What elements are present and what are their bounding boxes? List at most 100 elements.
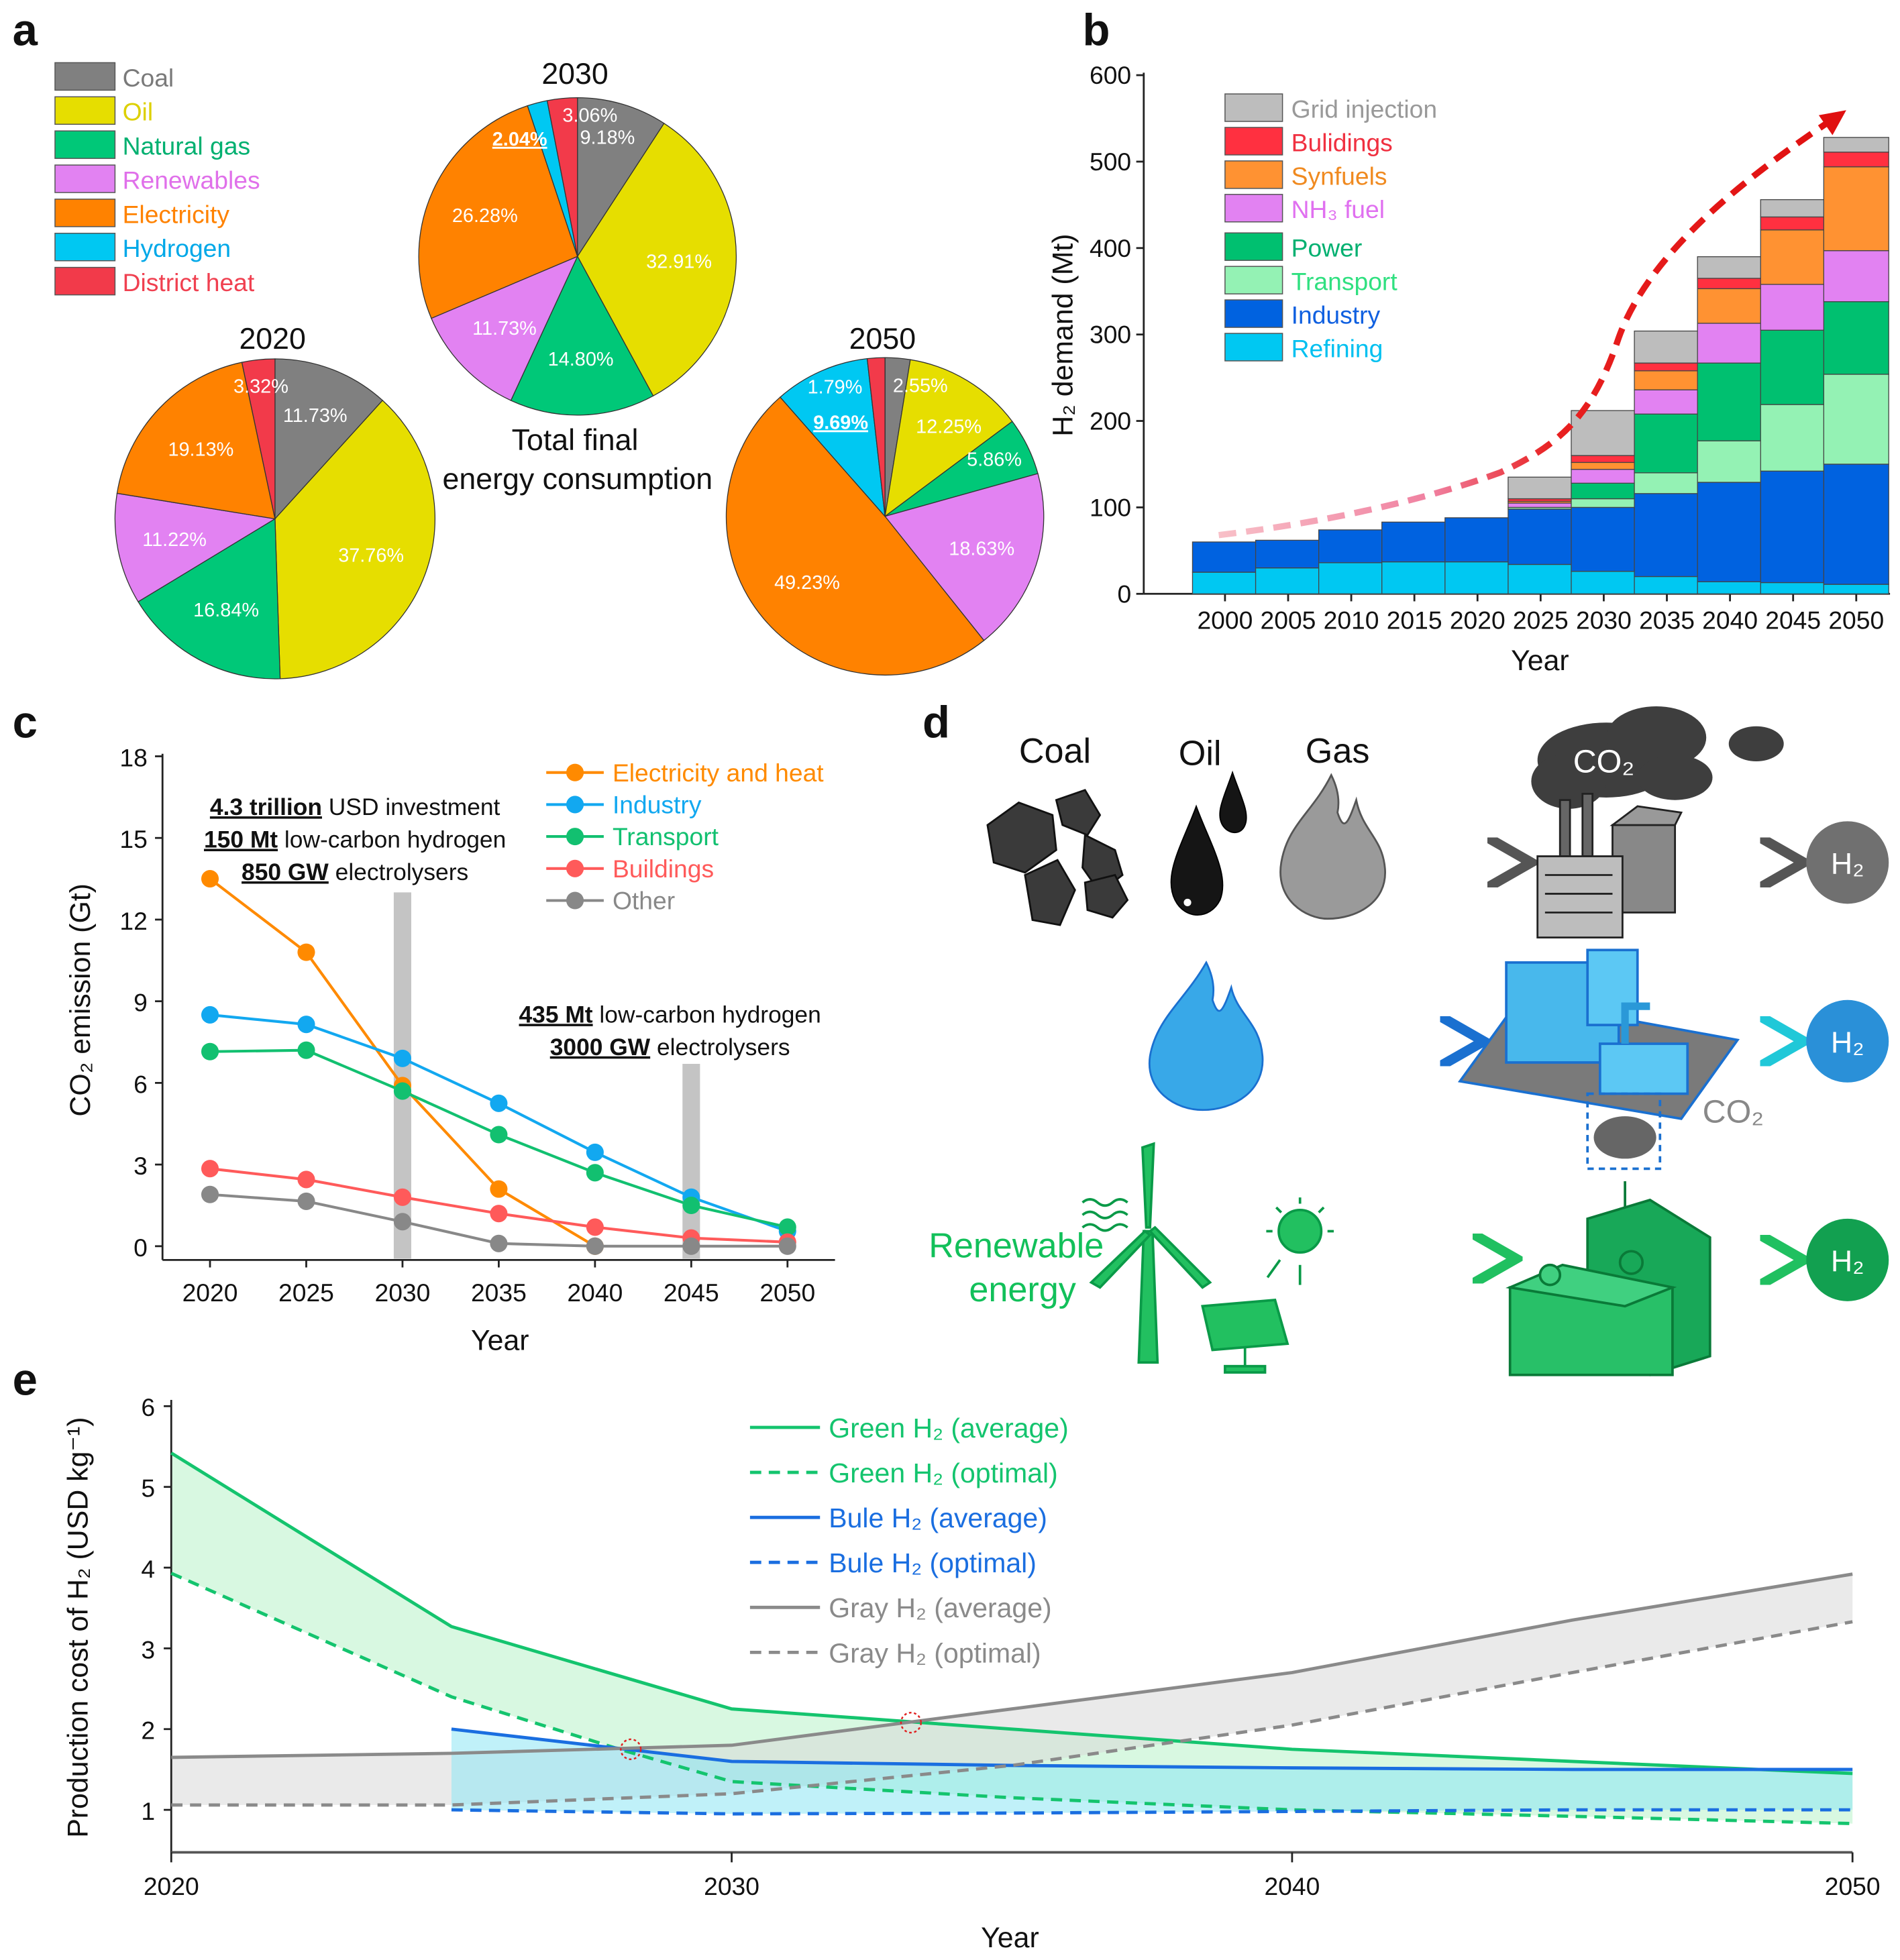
point-transport [201,1042,219,1060]
x-tick-label: 2040 [1702,606,1758,634]
bar-segment-industry-2015 [1381,521,1448,563]
legend-swatch-transport [1224,266,1283,294]
point-transport [682,1196,700,1215]
point-industry [586,1143,604,1161]
legend-label-other: Other [613,887,675,915]
pie-label-coal: 2.55% [893,375,948,396]
point-buildings [297,1170,315,1189]
point-other [201,1185,219,1203]
oil-label: Oil [1179,734,1222,773]
x-tick-label: 2050 [1825,1872,1881,1900]
panel-label-b: b [1082,5,1110,55]
legend-label-bule-h-optimal: Bule H₂ (optimal) [829,1547,1037,1578]
point-other [682,1237,700,1255]
pie-label-natural-gas: 14.80% [548,349,614,370]
pie-label-district-heat: 1.79% [808,377,863,398]
y-tick-label: 12 [119,907,147,935]
renewable-energy-label-line1: Renewable [929,1227,1104,1266]
bar-segment-refining-2045 [1760,582,1826,594]
pie-label-renewables: 11.22% [142,529,207,551]
bar-segment-industry-2035 [1634,493,1700,578]
point-transport [490,1126,508,1144]
annotation-line: 850 GW electrolysers [242,859,468,885]
pie-title: 2020 [239,323,305,356]
bar-segment-grid-injection-2030 [1571,410,1637,456]
pie-slice-oil [274,399,435,679]
annotation-bold: 150 Mt [204,827,278,853]
x-tick-label: 2030 [704,1872,759,1900]
pie-slice-natural-gas [138,518,281,679]
bar-segment-bulidings-2040 [1697,278,1763,290]
legend-marker-other [566,891,584,910]
line-gray-h-average [171,1572,1853,1759]
pie-slice-oil [577,122,737,397]
bar-segment-nh-fuel-2050 [1823,250,1889,303]
x-axis-title: Year [471,1324,529,1356]
legend-label-power: Power [1291,234,1363,262]
legend-swatch-renewables [54,164,116,193]
pie-label-electricity: 49.23% [774,572,840,594]
renewable-energy-label-line2: energy [969,1270,1075,1309]
legend-label-gray-h-optimal: Gray H₂ (optimal) [829,1637,1041,1668]
y-tick-label: 400 [1090,234,1131,262]
y-tick-label: 5 [141,1474,155,1503]
bar-segment-refining-2015 [1381,561,1448,594]
point-industry [297,1016,315,1034]
blue-h2-label: H₂ [1831,1026,1864,1059]
point-transport [393,1082,411,1100]
point-other [297,1192,315,1210]
pie-label-district-heat: 3.06% [562,105,617,126]
intersection-marker [900,1712,922,1734]
legend-label-refining: Refining [1291,334,1383,362]
bar-segment-nh-fuel-2035 [1634,389,1700,415]
bar-segment-grid-injection-2025 [1508,476,1574,500]
gray-h2-circle [1806,821,1889,904]
x-tick-label: 2025 [1513,606,1569,634]
pie-slice-electricity [116,362,276,520]
pie-slice-renewables [884,473,1045,641]
legend-label-industry: Industry [1291,301,1381,329]
oil-drops-icon [1170,770,1247,916]
pie-label-district-heat: 3.32% [233,376,288,397]
pie-label-hydrogen: 2.04% [492,129,547,150]
annotation-line: 4.3 trillion USD investment [210,794,500,820]
point-industry [490,1094,508,1112]
bar-segment-grid-injection-2035 [1634,330,1700,364]
gray-flame-icon [1279,773,1386,920]
y-tick-label: 0 [134,1234,148,1262]
panel-label-a: a [13,5,38,55]
bar-segment-industry-2045 [1760,470,1826,584]
y-tick-label: 15 [119,825,147,853]
legend-label-electricity: Electricity [123,200,230,228]
bar-segment-power-2050 [1823,301,1889,375]
bar-segment-industry-2030 [1571,506,1637,572]
x-tick-label: 2040 [567,1278,623,1307]
pie-slice-renewables [114,492,276,602]
bar-segment-bulidings-2030 [1571,455,1637,464]
band-gray-h-range [171,1574,1853,1805]
bar-segment-refining-2030 [1571,571,1637,594]
legend-label-green-h-average: Green H₂ (average) [829,1413,1068,1444]
pie-slice-district-heat [546,97,578,257]
point-buildings [201,1160,219,1178]
co2-emitted-label: CO₂ [1573,744,1634,780]
pie-label-oil: 12.25% [916,416,982,437]
point-electricity-and-heat [490,1180,508,1198]
legend-label-nh-fuel: NH₃ fuel [1291,195,1385,223]
bar-segment-power-2035 [1634,413,1700,474]
y-tick-label: 1 [141,1797,155,1825]
legend-label-transport: Transport [613,822,719,851]
band-green-h-range [171,1453,1853,1824]
x-tick-label: 2045 [1765,606,1821,634]
x-tick-label: 2035 [471,1278,527,1307]
y-tick-label: 300 [1090,321,1131,349]
y-axis-title: Production cost of H₂ (USD kg⁻¹) [62,1417,94,1837]
panel-c-co2-emission-line-chart: 0 3 6 9 12 15 18 2020 2025 2030 2035 2040 2045 2050 Ye… [64,743,835,1356]
annotation-bold: 435 Mt [519,1001,592,1028]
y-tick-label: 0 [1117,580,1131,608]
y-tick-label: 500 [1090,148,1131,176]
gas-label: Gas [1306,732,1370,771]
bar-segment-industry-2000 [1192,541,1258,573]
x-tick-label: 2015 [1387,606,1442,634]
